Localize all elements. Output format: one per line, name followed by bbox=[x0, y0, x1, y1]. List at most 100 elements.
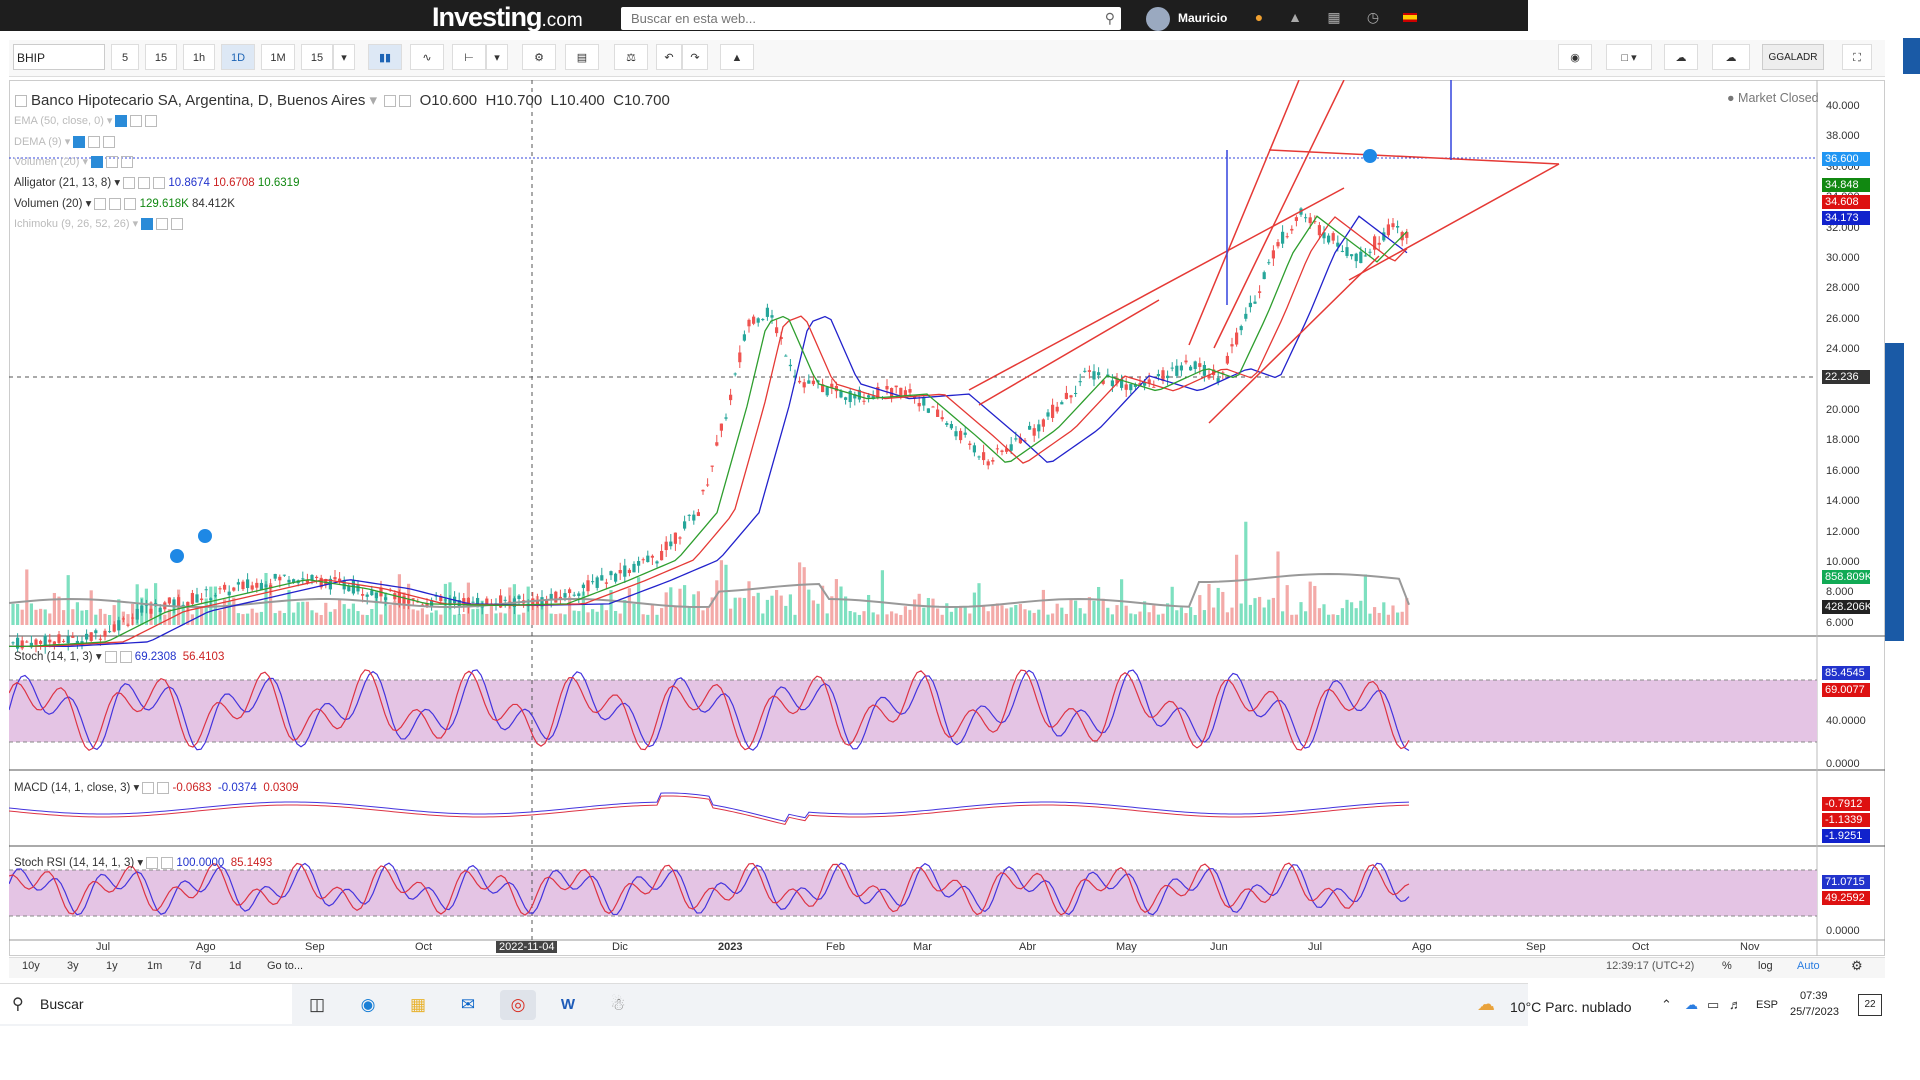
bell-icon[interactable]: ▲ bbox=[1288, 9, 1302, 25]
settings-icon[interactable] bbox=[88, 136, 101, 149]
gear-icon[interactable]: ⚙ bbox=[1851, 958, 1863, 973]
legend-close-icon[interactable] bbox=[399, 95, 412, 108]
taskbar-date[interactable]: 25/7/2023 bbox=[1790, 1006, 1839, 1018]
ticker-select[interactable]: GGALADR bbox=[1762, 44, 1824, 70]
range-10y[interactable]: 10y bbox=[22, 960, 40, 972]
legend-macd[interactable]: MACD (14, 1, close, 3) ▾ -0.0683 -0.0374… bbox=[14, 781, 299, 794]
line-chart-icon[interactable]: ∿ bbox=[410, 44, 444, 70]
legend-stochrsi[interactable]: Stoch RSI (14, 14, 1, 3) ▾ 100.0000 85.1… bbox=[14, 856, 273, 869]
interval-5[interactable]: 5 bbox=[111, 44, 139, 70]
fullscreen-icon[interactable]: ⛶ bbox=[1842, 44, 1872, 70]
settings-icon[interactable] bbox=[156, 218, 169, 231]
close-icon[interactable] bbox=[171, 218, 184, 231]
range-1d[interactable]: 1d bbox=[229, 960, 242, 972]
site-search[interactable]: ⚲ bbox=[621, 7, 1121, 30]
settings-icon[interactable] bbox=[106, 156, 119, 169]
camera-icon[interactable]: ◉ bbox=[1558, 44, 1592, 70]
outlook-icon[interactable]: ✉ bbox=[460, 995, 476, 1014]
app-icon[interactable]: ☃ bbox=[610, 995, 626, 1014]
alert-icon[interactable]: ▲ bbox=[720, 44, 754, 70]
close-icon[interactable] bbox=[103, 136, 116, 149]
legend-dema[interactable]: DEMA (9) ▾ bbox=[14, 135, 116, 149]
gear-icon[interactable]: ⚙ bbox=[522, 44, 556, 70]
legend-alligator[interactable]: Alligator (21, 13, 8) ▾ 10.8674 10.6708 … bbox=[14, 176, 300, 189]
legend-ema[interactable]: EMA (50, close, 0) ▾ bbox=[14, 114, 158, 128]
range-1y[interactable]: 1y bbox=[106, 960, 118, 972]
auto-toggle[interactable]: Auto bbox=[1797, 960, 1820, 972]
language-indicator[interactable]: ESP bbox=[1756, 999, 1779, 1011]
bars-icon[interactable]: ⊢ bbox=[452, 44, 486, 70]
taskbar-search[interactable]: ⚲ Buscar bbox=[0, 984, 292, 1024]
volume-icon[interactable]: ♬ bbox=[1729, 997, 1742, 1012]
range-1m[interactable]: 1m bbox=[147, 960, 163, 972]
eye-icon[interactable] bbox=[141, 218, 154, 231]
settings-icon[interactable] bbox=[142, 781, 155, 794]
weather-icon[interactable]: ☁ bbox=[1477, 994, 1495, 1014]
taskbar-time[interactable]: 07:39 bbox=[1800, 990, 1828, 1002]
interval-custom[interactable]: 15 bbox=[301, 44, 333, 70]
undo-icon[interactable]: ↶ bbox=[656, 44, 682, 70]
price-chart[interactable] bbox=[9, 80, 1885, 956]
avatar[interactable] bbox=[1146, 7, 1170, 31]
legend-stoch[interactable]: Stoch (14, 1, 3) ▾ 69.2308 56.4103 bbox=[14, 650, 225, 663]
legend-volume-hidden[interactable]: Volumen (20) ▾ bbox=[14, 155, 134, 169]
legend-volume[interactable]: Volumen (20) ▾ 129.618K 84.412K bbox=[14, 197, 235, 210]
word-icon[interactable]: W bbox=[560, 996, 576, 1013]
chart-type-dropdown[interactable]: ▾ bbox=[486, 44, 508, 70]
weather-text[interactable]: 10°C Parc. nublado bbox=[1510, 999, 1632, 1015]
cloud-save-icon[interactable]: ☁ bbox=[1712, 44, 1750, 70]
interval-1d[interactable]: 1D bbox=[221, 44, 255, 70]
edge-icon[interactable]: ◉ bbox=[360, 995, 376, 1014]
close-icon[interactable] bbox=[124, 197, 137, 210]
close-icon[interactable] bbox=[145, 115, 158, 128]
legend-ichimoku[interactable]: Ichimoku (9, 26, 52, 26) ▾ bbox=[14, 217, 184, 231]
close-icon[interactable] bbox=[153, 176, 166, 189]
log-toggle[interactable]: log bbox=[1758, 960, 1773, 972]
interval-15[interactable]: 15 bbox=[145, 44, 177, 70]
redo-icon[interactable]: ↷ bbox=[682, 44, 708, 70]
layout-icon[interactable]: □ ▾ bbox=[1606, 44, 1652, 70]
close-icon[interactable] bbox=[121, 156, 134, 169]
notification-badge[interactable]: 22 bbox=[1858, 994, 1882, 1016]
symbol-input[interactable]: BHIP bbox=[13, 44, 105, 70]
range-7d[interactable]: 7d bbox=[189, 960, 202, 972]
eye-icon[interactable] bbox=[123, 176, 136, 189]
task-view-icon[interactable]: ◫ bbox=[308, 995, 326, 1014]
settings-icon[interactable] bbox=[138, 176, 151, 189]
settings-icon[interactable] bbox=[130, 115, 143, 128]
compare-icon[interactable]: ⚖ bbox=[614, 44, 648, 70]
close-icon[interactable] bbox=[157, 781, 170, 794]
close-icon[interactable] bbox=[119, 650, 132, 663]
collapse-checkbox[interactable] bbox=[15, 95, 27, 108]
spain-flag-icon[interactable] bbox=[1403, 13, 1417, 22]
legend-settings-icon[interactable] bbox=[384, 95, 397, 108]
settings-icon[interactable] bbox=[104, 650, 117, 663]
indicators-icon[interactable]: ▤ bbox=[565, 44, 599, 70]
cloud-load-icon[interactable]: ☁ bbox=[1664, 44, 1698, 70]
legend-dropdown-icon[interactable]: ▾ bbox=[369, 92, 378, 109]
interval-1m[interactable]: 1M bbox=[261, 44, 295, 70]
percent-toggle[interactable]: % bbox=[1722, 960, 1732, 972]
investing-pro-icon[interactable]: ● bbox=[1254, 9, 1264, 25]
chevron-up-icon[interactable]: ⌃ bbox=[1661, 997, 1672, 1012]
eye-icon[interactable] bbox=[94, 197, 107, 210]
goto-button[interactable]: Go to... bbox=[267, 960, 304, 972]
interval-dropdown[interactable]: ▾ bbox=[333, 44, 355, 70]
chrome-icon[interactable]: ◎ bbox=[500, 990, 536, 1020]
network-icon[interactable]: ▭ bbox=[1707, 997, 1720, 1012]
search-icon[interactable]: ⚲ bbox=[1104, 10, 1115, 26]
file-explorer-icon[interactable]: ▦ bbox=[409, 995, 427, 1014]
side-panel-tab-lower[interactable] bbox=[1884, 343, 1904, 641]
interval-1h[interactable]: 1h bbox=[183, 44, 215, 70]
eye-icon[interactable] bbox=[115, 115, 128, 128]
settings-icon[interactable] bbox=[109, 197, 122, 210]
close-icon[interactable] bbox=[161, 856, 174, 869]
search-input[interactable] bbox=[629, 7, 1103, 30]
investing-logo[interactable]: Investing.com bbox=[432, 2, 583, 33]
onedrive-icon[interactable]: ☁ bbox=[1685, 997, 1698, 1012]
eye-icon[interactable] bbox=[91, 156, 104, 169]
portfolio-icon[interactable]: ▦ bbox=[1327, 9, 1341, 25]
eye-icon[interactable] bbox=[73, 136, 86, 149]
range-3y[interactable]: 3y bbox=[67, 960, 79, 972]
clock-icon[interactable]: ◷ bbox=[1366, 9, 1380, 25]
